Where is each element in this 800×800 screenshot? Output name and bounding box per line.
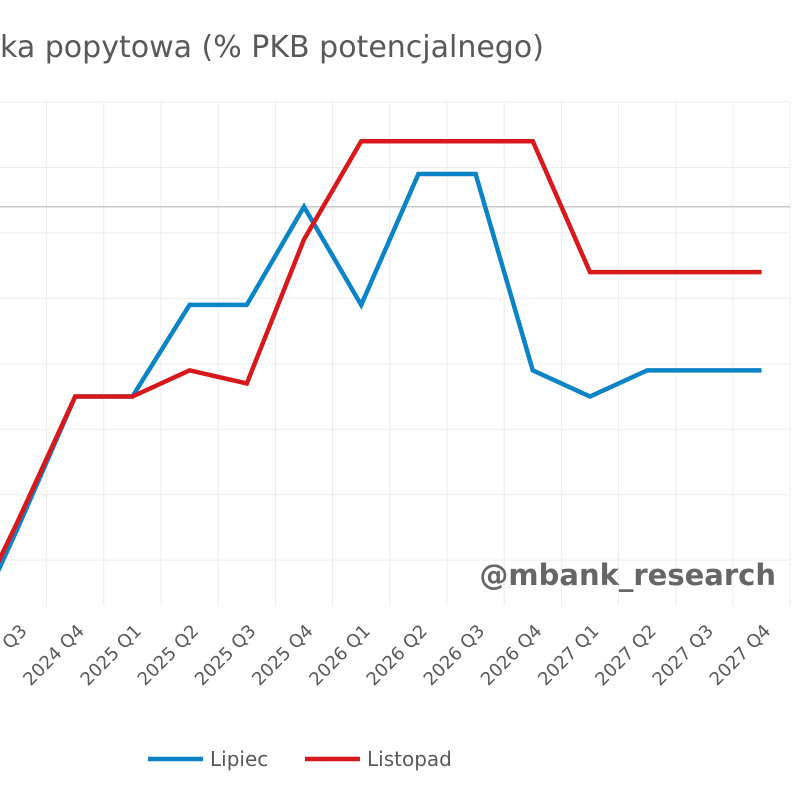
legend-label-listopad: Listopad [367,747,452,771]
x-tick-label: 2026 Q2 [363,621,432,690]
chart-title: ka popytowa (% PKB potencjalnego) [0,30,544,65]
series-line-lipiec [0,171,762,573]
legend-label-lipiec: Lipiec [210,747,268,771]
x-tick-label: 2025 Q4 [248,621,317,690]
x-tick-label: Q3 [0,621,32,654]
x-tick-label: 2026 Q1 [305,621,374,690]
series-group [0,139,762,573]
x-tick-label: 2025 Q1 [77,621,146,690]
x-tick-label: 2026 Q3 [420,621,489,690]
x-tick-label: 2025 Q2 [134,621,203,690]
x-tick-label: 2027 Q2 [591,621,660,690]
watermark: @mbank_research [479,558,776,592]
legend: Lipiec Listopad [148,747,452,771]
x-tick-label: 2027 Q1 [534,621,603,690]
x-tick-label: 2025 Q3 [191,621,260,690]
x-tick-label: 2027 Q3 [649,621,718,690]
x-tick-label: 2026 Q4 [477,621,546,690]
series-line-listopad [0,139,762,564]
grid [0,101,791,606]
x-tick-label: 2024 Q4 [19,621,88,690]
x-tick-label: 2027 Q4 [706,621,775,690]
